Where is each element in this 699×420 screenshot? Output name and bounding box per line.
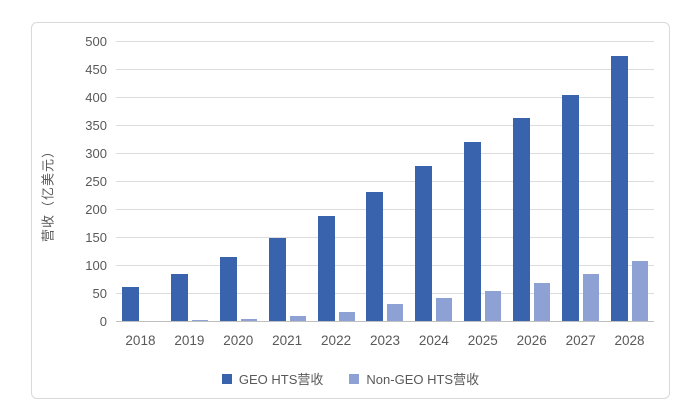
x-label-2026: 2026 xyxy=(516,333,547,348)
bar-geo-2018 xyxy=(121,287,139,322)
bar-geo-2025 xyxy=(464,141,482,322)
x-axis-category-labels: 2018 2019 2020 2021 2022 2023 2024 2025 2026 2027… xyxy=(116,333,654,348)
legend-swatch-geo-icon xyxy=(221,373,232,384)
bar-geo-2027 xyxy=(562,94,580,322)
gridline-150 xyxy=(116,237,654,238)
bar-geo-2022 xyxy=(317,216,335,322)
y-tick-label-400: 400 xyxy=(85,90,107,105)
y-tick-label-50: 50 xyxy=(92,286,107,301)
y-tick-label-150: 150 xyxy=(85,230,107,245)
gridline-100 xyxy=(116,265,654,266)
gridline-400 xyxy=(116,97,654,98)
bar-group-2026 xyxy=(507,42,556,322)
gridline-450 xyxy=(116,69,654,70)
x-axis-line xyxy=(116,321,654,322)
y-tick-label-0: 0 xyxy=(99,314,107,329)
bar-nongeo-2022 xyxy=(338,311,355,322)
y-tick-label-500: 500 xyxy=(85,34,107,49)
bar-series-container xyxy=(116,42,654,322)
y-tick-label-450: 450 xyxy=(85,62,107,77)
bar-geo-2026 xyxy=(513,117,531,322)
x-label-2021: 2021 xyxy=(272,333,303,348)
legend-item-nongeo: Non-GEO HTS营收 xyxy=(349,369,479,388)
x-label-2022: 2022 xyxy=(321,333,352,348)
bar-nongeo-2027 xyxy=(583,274,600,322)
bar-group-2021 xyxy=(263,42,312,322)
plot-area xyxy=(116,41,654,322)
legend: GEO HTS营收 Non-GEO HTS营收 xyxy=(31,369,670,388)
gridline-500 xyxy=(116,41,654,42)
legend-swatch-nongeo-icon xyxy=(349,373,360,384)
y-tick-label-250: 250 xyxy=(85,174,107,189)
y-tick-label-200: 200 xyxy=(85,202,107,217)
y-tick-label-350: 350 xyxy=(85,118,107,133)
bar-group-2019 xyxy=(165,42,214,322)
bar-group-2023 xyxy=(361,42,410,322)
legend-label-nongeo: Non-GEO HTS营收 xyxy=(366,372,480,387)
y-tick-label-100: 100 xyxy=(85,258,107,273)
x-label-2024: 2024 xyxy=(418,333,449,348)
bar-group-2027 xyxy=(556,42,605,322)
bar-group-2022 xyxy=(312,42,361,322)
y-axis-tick-labels: 0 50 100 150 200 250 300 350 400 450 500 xyxy=(40,35,107,329)
legend-label-geo: GEO HTS营收 xyxy=(238,372,324,387)
bar-geo-2024 xyxy=(415,166,433,322)
bar-group-2020 xyxy=(214,42,263,322)
bar-group-2025 xyxy=(458,42,507,322)
bar-nongeo-2024 xyxy=(436,297,453,322)
bar-nongeo-2023 xyxy=(387,303,404,322)
gridline-200 xyxy=(116,209,654,210)
bar-nongeo-2025 xyxy=(485,290,502,322)
bar-group-2018 xyxy=(116,42,165,322)
bar-group-2024 xyxy=(409,42,458,322)
bar-geo-2020 xyxy=(219,257,237,322)
bar-nongeo-2021 xyxy=(289,315,306,322)
gridline-50 xyxy=(116,293,654,294)
gridline-250 xyxy=(116,181,654,182)
gridline-350 xyxy=(116,125,654,126)
legend-item-geo: GEO HTS营收 xyxy=(221,369,324,388)
bar-geo-2021 xyxy=(268,238,286,322)
x-label-2023: 2023 xyxy=(369,333,400,348)
y-tick-label-300: 300 xyxy=(85,146,107,161)
x-label-2027: 2027 xyxy=(565,333,596,348)
bar-geo-2028 xyxy=(611,56,629,322)
bar-geo-2019 xyxy=(170,273,188,322)
x-label-2028: 2028 xyxy=(614,333,645,348)
gridline-300 xyxy=(116,153,654,154)
bar-geo-2023 xyxy=(366,192,384,322)
bar-nongeo-2026 xyxy=(534,282,551,322)
bar-nongeo-2028 xyxy=(632,260,649,322)
bar-nongeo-2020 xyxy=(240,318,257,322)
bar-group-2028 xyxy=(605,42,654,322)
x-label-2019: 2019 xyxy=(174,333,205,348)
x-label-2018: 2018 xyxy=(125,333,156,348)
x-label-2025: 2025 xyxy=(467,333,498,348)
x-label-2020: 2020 xyxy=(223,333,254,348)
